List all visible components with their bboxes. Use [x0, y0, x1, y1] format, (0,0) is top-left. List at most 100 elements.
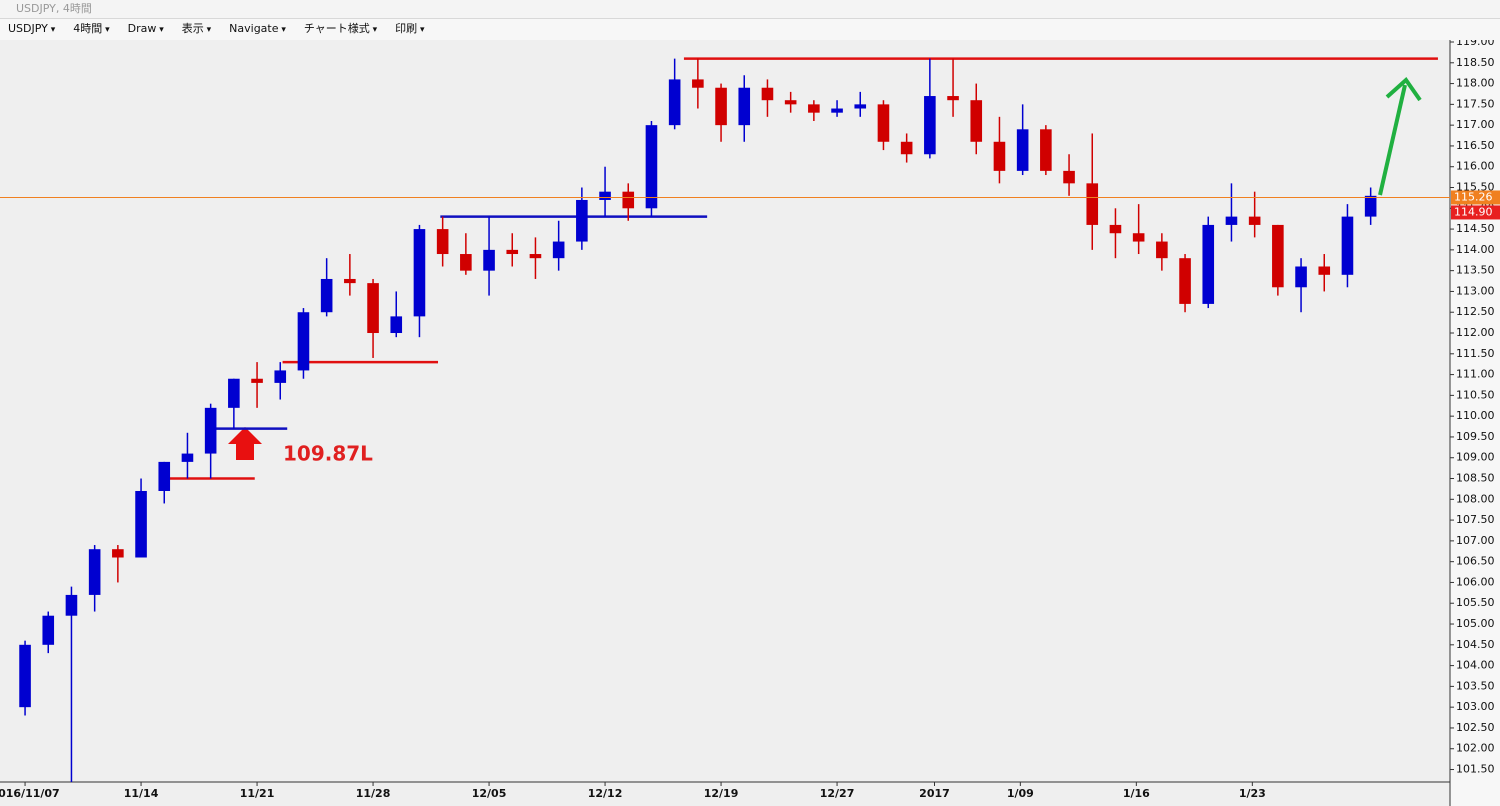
candle-body	[692, 79, 704, 88]
candle-body	[297, 312, 310, 371]
candle-body	[645, 125, 658, 209]
candle-body	[970, 100, 983, 142]
x-tick-label: 11/28	[356, 787, 391, 800]
up-arrow	[228, 427, 262, 460]
chart: 109.87L 101.50 102.00 102.50 103.00 103.50 10…	[0, 40, 1500, 806]
candle-body	[367, 283, 379, 334]
y-tick-label: 119.00	[1456, 40, 1495, 48]
y-tick-label: 112.00	[1456, 326, 1495, 339]
candle-body	[1132, 233, 1145, 242]
y-tick-label: 106.50	[1456, 555, 1495, 568]
toolbar-item[interactable]: 印刷	[387, 18, 434, 41]
y-tick-label: 118.00	[1456, 77, 1495, 90]
candle-body	[738, 87, 751, 126]
candle-body	[947, 96, 959, 101]
price-tag	[1451, 205, 1500, 220]
candle-body	[112, 549, 124, 558]
price-tag-label: 114.90	[1454, 205, 1493, 218]
candle-body	[204, 407, 217, 454]
candle-body	[344, 278, 356, 284]
x-tick-label: 1/23	[1239, 787, 1266, 800]
y-tick-label: 108.50	[1456, 472, 1495, 485]
window-title: USDJPY, 4時間	[16, 2, 92, 15]
x-tick-label: 2017	[919, 787, 950, 800]
candle-body	[854, 104, 867, 109]
candle-body	[42, 615, 55, 645]
y-tick-label: 103.00	[1456, 700, 1495, 713]
candle-body	[436, 229, 449, 255]
toolbar-item[interactable]: Navigate	[221, 18, 296, 41]
x-tick-label: 12/12	[588, 787, 623, 800]
x-tick-label: 12/19	[704, 787, 739, 800]
candle-body	[599, 191, 611, 200]
y-tick-label: 114.50	[1456, 222, 1495, 235]
candle-body	[831, 108, 843, 113]
toolbar-item[interactable]: Draw	[120, 18, 174, 41]
y-tick-label: 109.00	[1456, 451, 1495, 464]
y-tick-label: 111.00	[1456, 368, 1495, 381]
y-tick-label: 108.00	[1456, 492, 1495, 505]
x-tick-label: 2016/11/07	[0, 787, 60, 800]
candle-body	[1295, 266, 1307, 288]
candle-body	[1016, 129, 1029, 171]
y-tick-label: 114.00	[1456, 243, 1495, 256]
toolbar: USDJPY4時間Draw表示Navigateチャート様式印刷	[0, 19, 1500, 41]
y-tick-label: 113.50	[1456, 264, 1495, 277]
candle-body	[1040, 129, 1052, 171]
candle-body	[1086, 183, 1099, 225]
y-tick-label: 102.50	[1456, 721, 1495, 734]
toolbar-item[interactable]: 表示	[174, 18, 221, 41]
green-arrow-head	[1385, 77, 1422, 102]
candle-body	[1364, 195, 1377, 217]
candle-body	[622, 191, 635, 209]
candle-body	[1109, 224, 1122, 234]
y-tick-label: 106.00	[1456, 575, 1495, 588]
toolbar-item[interactable]: チャート様式	[296, 18, 387, 41]
candle-body	[1341, 216, 1354, 275]
toolbar-item[interactable]: 4時間	[65, 18, 119, 41]
candle-body	[251, 378, 263, 383]
y-tick-label: 117.00	[1456, 118, 1495, 131]
green-arrow	[1378, 84, 1407, 196]
candle-body	[924, 96, 936, 155]
candle-body	[1063, 170, 1075, 184]
candle-body	[390, 316, 403, 334]
candle-body	[1156, 241, 1168, 259]
candle-body	[529, 254, 542, 259]
y-tick-label: 107.50	[1456, 513, 1495, 526]
plot-area	[0, 40, 1450, 782]
y-tick-label: 105.00	[1456, 617, 1495, 630]
y-tick-label: 115.50	[1456, 181, 1495, 194]
candle-body	[19, 644, 31, 708]
candle-body	[715, 87, 727, 126]
y-tick-label: 116.00	[1456, 160, 1495, 173]
candle-body	[320, 278, 333, 313]
candle-body	[552, 241, 565, 259]
candle-body	[1179, 258, 1191, 304]
y-tick-label: 113.00	[1456, 284, 1495, 297]
candle-body	[483, 249, 495, 271]
x-tick-label: 12/05	[472, 787, 507, 800]
y-tick-label: 107.00	[1456, 534, 1495, 547]
candle-body	[993, 141, 1006, 171]
candle-body	[1225, 216, 1238, 225]
candle-body	[460, 254, 472, 271]
candle-body	[877, 104, 890, 142]
y-tick-label: 103.50	[1456, 679, 1495, 692]
toolbar-item[interactable]: USDJPY	[0, 18, 65, 41]
candle-body	[181, 453, 194, 462]
candle-body	[668, 79, 681, 126]
y-tick-label: 111.50	[1456, 347, 1495, 360]
y-tick-label: 110.00	[1456, 409, 1495, 422]
price-axis	[1450, 40, 1500, 806]
y-tick-label: 109.50	[1456, 430, 1495, 443]
y-tick-label: 104.50	[1456, 638, 1495, 651]
price-tag	[1451, 190, 1500, 205]
candle-body	[506, 249, 519, 255]
candle-body	[1248, 216, 1261, 225]
candle-body	[1318, 266, 1331, 275]
y-tick-label: 105.50	[1456, 596, 1495, 609]
annotation: 109.87L	[283, 442, 373, 466]
x-tick-label: 11/21	[240, 787, 275, 800]
